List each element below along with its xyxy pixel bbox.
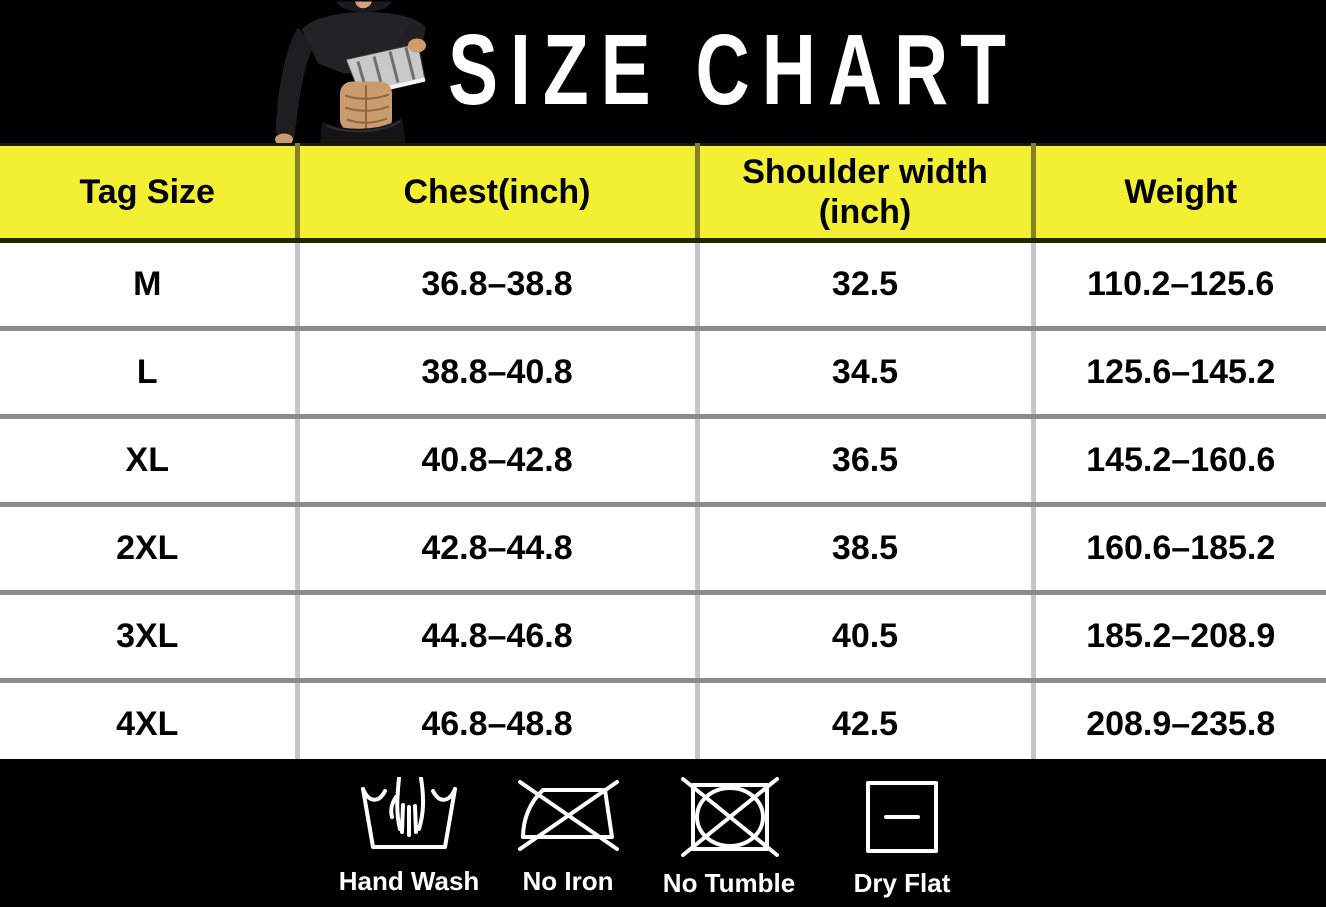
- sauna-suit-model-image: [275, 1, 426, 146]
- cell-chest: 46.8–48.8: [294, 680, 697, 766]
- header-chest: Chest(inch): [294, 143, 697, 243]
- cell-shoulder: 38.5: [694, 504, 1033, 595]
- no-tumble-label: No Tumble: [662, 868, 796, 898]
- size-row-m: M 36.8–38.8 32.5 110.2–125.6: [0, 240, 1326, 331]
- dry-flat-icon: [866, 781, 938, 853]
- cell-weight: 208.9–235.8: [1030, 680, 1326, 766]
- cell-weight: 125.6–145.2: [1030, 328, 1326, 419]
- size-row-xl: XL 40.8–42.8 36.5 145.2–160.6: [0, 416, 1326, 507]
- care-instructions: Hand Wash No Iron No Tumble Dry Flat: [0, 759, 1326, 907]
- cell-chest: 40.8–42.8: [294, 416, 697, 507]
- cell-weight: 185.2–208.9: [1030, 592, 1326, 683]
- cell-tag: L: [0, 328, 297, 419]
- cell-shoulder: 36.5: [694, 416, 1033, 507]
- cell-tag: 3XL: [0, 592, 297, 683]
- cell-shoulder: 32.5: [694, 240, 1033, 331]
- header-weight: Weight: [1030, 143, 1326, 243]
- care-item-dry-flat: Dry Flat: [832, 777, 972, 899]
- cell-tag: 2XL: [0, 504, 297, 595]
- no-iron-icon: [518, 780, 619, 851]
- header-shoulder: Shoulder width (inch): [694, 143, 1033, 243]
- cell-weight: 145.2–160.6: [1030, 416, 1326, 507]
- cell-chest: 44.8–46.8: [294, 592, 697, 683]
- hand-wash-icon: [361, 777, 457, 849]
- cell-chest: 42.8–44.8: [294, 504, 697, 595]
- size-row-l: L 38.8–40.8 34.5 125.6–145.2: [0, 328, 1326, 419]
- size-row-3xl: 3XL 44.8–46.8 40.5 185.2–208.9: [0, 592, 1326, 683]
- size-row-2xl: 2XL 42.8–44.8 38.5 160.6–185.2: [0, 504, 1326, 595]
- hand-wash-label: Hand Wash: [338, 866, 480, 896]
- page-title: SIZE CHART: [448, 14, 1018, 126]
- cell-shoulder: 40.5: [694, 592, 1033, 683]
- no-iron-label: No Iron: [522, 866, 614, 896]
- cell-chest: 36.8–38.8: [294, 240, 697, 331]
- care-item-no-iron: No Iron: [498, 777, 638, 897]
- cell-shoulder: 42.5: [694, 680, 1033, 766]
- size-chart-table: Tag Size Chest(inch) Shoulder width (inc…: [0, 143, 1326, 766]
- dry-flat-label: Dry Flat: [853, 868, 951, 898]
- cell-tag: 4XL: [0, 680, 297, 766]
- cell-tag: M: [0, 240, 297, 331]
- size-row-4xl: 4XL 46.8–48.8 42.5 208.9–235.8: [0, 680, 1326, 766]
- hero-banner: SIZE CHART: [0, 0, 1326, 146]
- no-tumble-icon: [681, 777, 779, 857]
- cell-weight: 110.2–125.6: [1030, 240, 1326, 331]
- care-item-no-tumble: No Tumble: [659, 777, 799, 899]
- cell-shoulder: 34.5: [694, 328, 1033, 419]
- cell-tag: XL: [0, 416, 297, 507]
- cell-chest: 38.8–40.8: [294, 328, 697, 419]
- header-tag-size: Tag Size: [0, 143, 297, 243]
- care-item-hand-wash: Hand Wash: [339, 777, 479, 897]
- table-header-row: Tag Size Chest(inch) Shoulder width (inc…: [0, 143, 1326, 243]
- cell-weight: 160.6–185.2: [1030, 504, 1326, 595]
